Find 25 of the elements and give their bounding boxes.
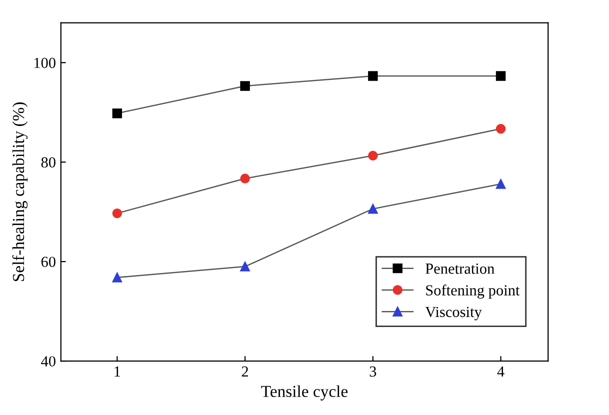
- point: [368, 71, 378, 81]
- x-tick-label: 4: [497, 366, 504, 377]
- point: [112, 108, 122, 118]
- y-tick-label: 60: [41, 256, 56, 268]
- y-axis-title: Self-healing capability (%): [12, 102, 28, 282]
- y-tick-label: 80: [41, 157, 56, 168]
- point: [368, 150, 378, 160]
- point: [240, 262, 250, 272]
- point: [496, 71, 506, 81]
- y-tick-label: 100: [34, 58, 56, 68]
- point: [368, 204, 378, 214]
- x-axis-title: Tensile cycle: [261, 385, 348, 400]
- point: [496, 179, 506, 189]
- x-tick-label: 1: [114, 366, 120, 377]
- legend-label: Penetration: [426, 264, 494, 274]
- legend-label: Softening point: [426, 284, 520, 299]
- point: [496, 124, 506, 134]
- legend-label: Viscosity: [425, 306, 482, 320]
- point: [112, 208, 122, 218]
- point: [112, 272, 122, 282]
- x-tick-label: 2: [242, 366, 248, 377]
- y-tick-label: 40: [41, 356, 56, 366]
- x-tick-label: 3: [370, 366, 376, 377]
- point: [240, 81, 250, 91]
- point: [240, 174, 250, 184]
